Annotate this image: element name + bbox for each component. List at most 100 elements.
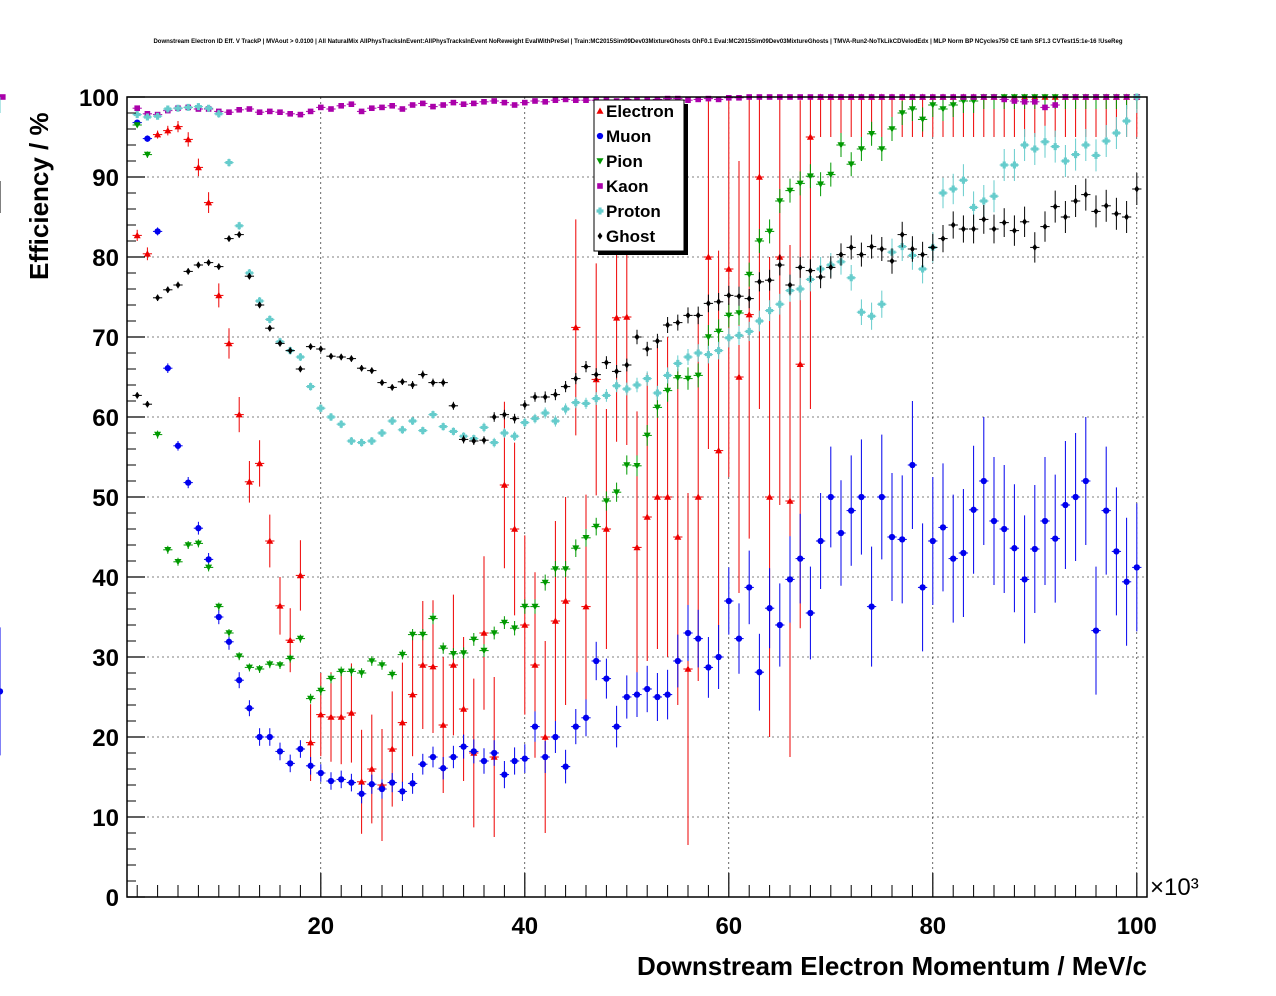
data-point (491, 749, 498, 757)
y-tick-label: 0 (106, 885, 119, 912)
data-point (449, 427, 457, 435)
data-point (736, 95, 742, 101)
data-point (449, 651, 457, 658)
data-point (623, 693, 630, 701)
data-point (1041, 138, 1049, 146)
data-point (337, 713, 345, 720)
y-tick-label: 50 (92, 485, 119, 512)
data-point (511, 432, 519, 440)
data-point (296, 353, 304, 361)
legend-label-electron: Electron (606, 102, 674, 121)
data-point (959, 176, 967, 184)
data-point (807, 267, 813, 275)
data-point (164, 127, 172, 134)
data-point (195, 261, 201, 269)
data-point (919, 265, 927, 273)
data-point (194, 103, 202, 111)
data-point (665, 321, 671, 329)
data-point (398, 719, 406, 726)
data-point (837, 529, 845, 537)
data-point (460, 101, 467, 107)
data-point (674, 657, 681, 665)
data-point (878, 493, 885, 501)
data-point (194, 163, 202, 171)
data-point (277, 109, 283, 115)
data-point (1021, 99, 1028, 105)
data-point (419, 761, 426, 768)
data-point (267, 108, 273, 115)
data-point (1011, 98, 1018, 104)
data-point (368, 765, 376, 772)
data-point (827, 171, 835, 179)
data-point (133, 122, 141, 129)
data-point (602, 525, 610, 532)
data-point (1092, 151, 1100, 159)
data-point (582, 603, 590, 610)
data-point (920, 251, 926, 259)
data-point (633, 381, 641, 389)
data-point (674, 375, 682, 382)
data-point (430, 103, 436, 110)
data-point (542, 393, 548, 401)
data-point (236, 677, 243, 684)
data-point (552, 97, 559, 103)
data-point (949, 185, 957, 193)
data-point (1072, 151, 1080, 159)
data-point (797, 263, 803, 271)
data-point (500, 619, 508, 627)
data-point (1000, 161, 1008, 169)
data-point (735, 310, 743, 317)
data-point (1093, 207, 1099, 215)
data-point (521, 621, 529, 628)
data-point (429, 753, 437, 761)
data-point (1001, 525, 1008, 533)
data-point (583, 363, 589, 371)
data-point (154, 112, 162, 120)
data-point (827, 493, 834, 501)
legend-marker-muon (596, 132, 604, 140)
data-point (1042, 104, 1048, 111)
data-point (715, 96, 722, 103)
data-point (318, 104, 324, 111)
data-point (684, 353, 692, 361)
data-point (369, 367, 375, 375)
data-point (512, 415, 518, 423)
data-point (532, 98, 538, 104)
data-point (256, 666, 264, 673)
data-point (613, 723, 620, 730)
data-point (286, 655, 294, 663)
data-point (358, 439, 366, 447)
data-point (133, 231, 141, 239)
data-point (347, 709, 355, 716)
data-point (276, 748, 284, 755)
data-point (1103, 202, 1109, 210)
data-point (868, 312, 876, 320)
data-point (644, 685, 651, 693)
data-point (531, 661, 539, 668)
data-point (766, 605, 773, 612)
data-point (165, 286, 171, 294)
data-point (653, 389, 661, 397)
data-point (481, 436, 487, 444)
data-point (143, 151, 151, 159)
data-point (368, 658, 376, 665)
data-point (960, 225, 966, 233)
data-point (471, 100, 477, 107)
data-point (766, 228, 774, 235)
data-point (1022, 218, 1028, 226)
legend-label-pion: Pion (606, 152, 643, 171)
data-point (0, 94, 6, 100)
x-axis-multiplier: ×10³ (1150, 874, 1199, 901)
data-point (389, 779, 396, 786)
data-point (551, 617, 559, 624)
data-point (838, 251, 844, 259)
data-point (511, 102, 518, 108)
y-tick-label: 90 (92, 165, 119, 192)
data-point (257, 301, 263, 309)
data-point (1092, 627, 1100, 634)
data-point (256, 459, 264, 467)
data-point (378, 662, 386, 669)
data-point (276, 602, 284, 609)
data-point (185, 267, 191, 275)
data-point (725, 312, 733, 319)
